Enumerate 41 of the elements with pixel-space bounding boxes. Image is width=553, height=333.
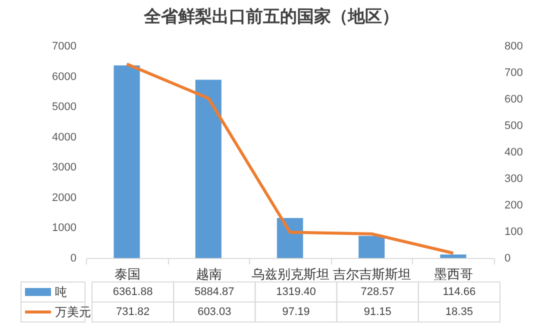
data-label: 18.35 bbox=[445, 306, 473, 318]
y-tick-label: 5000 bbox=[52, 101, 76, 114]
line-series bbox=[125, 62, 455, 255]
data-label: 731.82 bbox=[116, 306, 150, 318]
x-tick-label: 吉尔吉斯斯坦 bbox=[333, 266, 412, 282]
y2-tick-label: 800 bbox=[504, 40, 523, 52]
y-tick-label: 4000 bbox=[52, 131, 76, 144]
x-tick-label: 泰国 bbox=[114, 266, 140, 282]
legend-label: 万美元 bbox=[55, 305, 91, 319]
y2-tick-label: 0 bbox=[504, 252, 511, 264]
data-label: 728.57 bbox=[360, 286, 394, 298]
bar bbox=[195, 80, 222, 258]
y-tick-label: 2000 bbox=[52, 192, 76, 204]
y2-tick-label: 100 bbox=[504, 226, 523, 238]
y-tick-label: 6000 bbox=[52, 70, 76, 83]
y2-tick-label: 500 bbox=[504, 120, 523, 132]
data-label: 91.15 bbox=[364, 306, 392, 318]
bar bbox=[358, 236, 385, 258]
y-tick-label: 3000 bbox=[52, 162, 76, 174]
x-tick-label: 乌兹别克斯坦 bbox=[252, 266, 330, 282]
bar bbox=[114, 65, 140, 258]
y-tick-label: 0 bbox=[70, 252, 76, 264]
y2-tick-label: 300 bbox=[504, 173, 523, 185]
chart-title: 全省鲜梨出口前五的国家（地区） bbox=[142, 7, 399, 27]
data-label: 6361.88 bbox=[112, 286, 153, 298]
bar bbox=[276, 218, 304, 258]
legend-label: 吨 bbox=[55, 285, 67, 299]
data-label: 5884.87 bbox=[194, 286, 234, 298]
data-label: 1319.40 bbox=[276, 286, 316, 298]
data-label: 97.19 bbox=[282, 306, 310, 318]
x-tick-label: 越南 bbox=[196, 266, 222, 282]
y2-tick-label: 200 bbox=[504, 200, 523, 212]
bar bbox=[440, 254, 466, 258]
data-label: 114.66 bbox=[442, 286, 476, 298]
y-tick-label: 1000 bbox=[52, 222, 76, 234]
data-label: 603.03 bbox=[198, 306, 232, 318]
x-tick-label: 墨西哥 bbox=[434, 266, 474, 282]
y2-tick-label: 400 bbox=[504, 146, 523, 158]
y2-tick-label: 600 bbox=[504, 94, 523, 106]
y2-tick-label: 700 bbox=[504, 67, 523, 79]
y-tick-label: 7000 bbox=[52, 40, 76, 52]
